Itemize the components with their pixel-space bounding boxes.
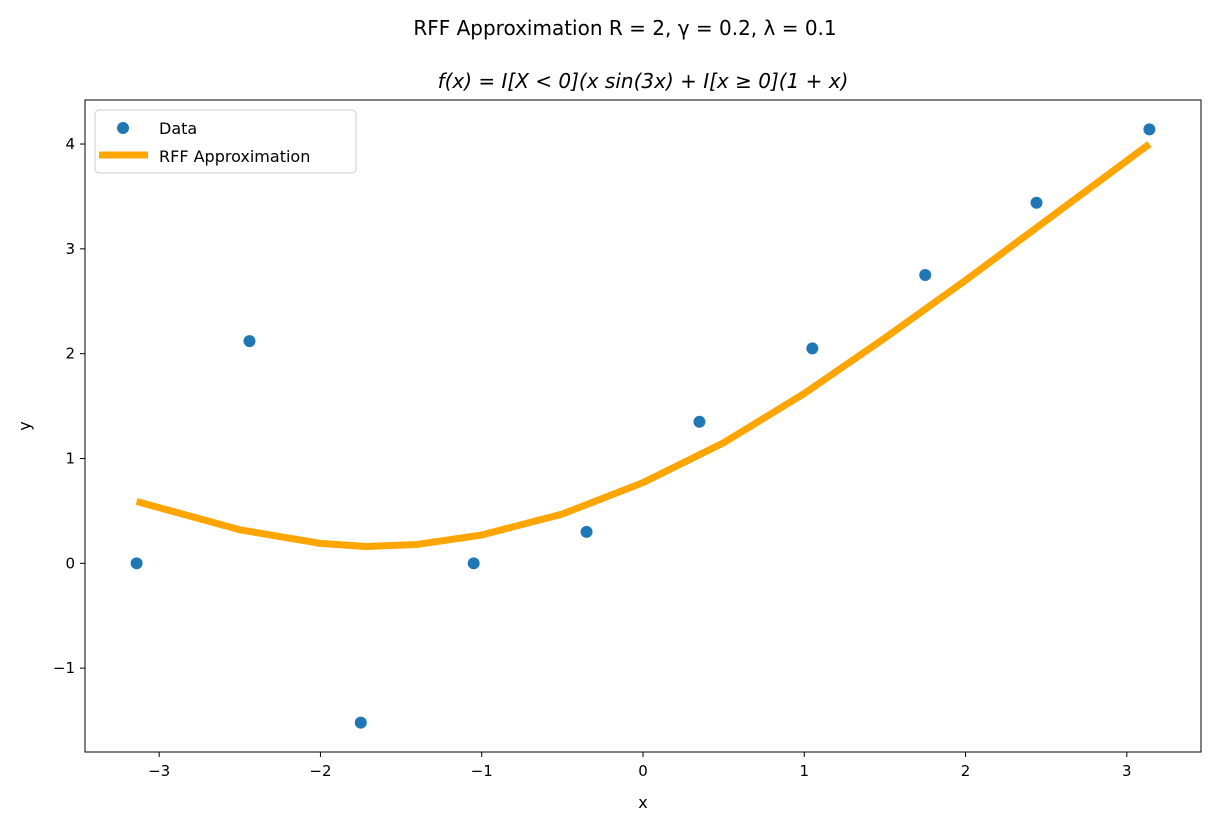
data-point [354,716,367,729]
data-point [1143,123,1156,136]
x-tick-label: 0 [638,762,648,780]
rff-approximation-line [135,141,1152,551]
data-point [1030,196,1043,209]
y-tick-label: 4 [65,135,75,153]
y-tick-label: 0 [65,554,75,572]
data-point [467,557,480,570]
chart-subtitle: f(x) = I[X < 0](x sin(3x) + I[x ≥ 0](1 +… [438,69,849,93]
x-tick-label: 2 [961,762,971,780]
legend: Data RFF Approximation [94,109,357,174]
plot-frame [84,99,1202,753]
data-point [806,342,819,355]
data-point [243,335,256,348]
data-point [580,525,593,538]
x-axis-label: x [638,793,647,812]
y-tick-label: 2 [65,345,75,363]
x-tick-label: −2 [309,762,331,780]
y-tick-label: 1 [65,449,75,467]
legend-label-data: Data [159,119,197,138]
legend-box [94,109,357,174]
y-tick-label: 3 [65,240,75,258]
x-tick-label: −3 [148,762,170,780]
data-point [919,269,932,282]
legend-label-rff: RFF Approximation [159,147,310,166]
x-tick-label: 1 [799,762,809,780]
chart-title: RFF Approximation R = 2, γ = 0.2, λ = 0.… [413,16,836,40]
legend-marker-data [117,122,129,134]
y-axis-label: y [15,421,34,430]
x-tick-label: 3 [1122,762,1132,780]
data-point [693,415,706,428]
data-point [130,557,143,570]
y-tick-label: −1 [53,659,75,677]
x-tick-label: −1 [471,762,493,780]
